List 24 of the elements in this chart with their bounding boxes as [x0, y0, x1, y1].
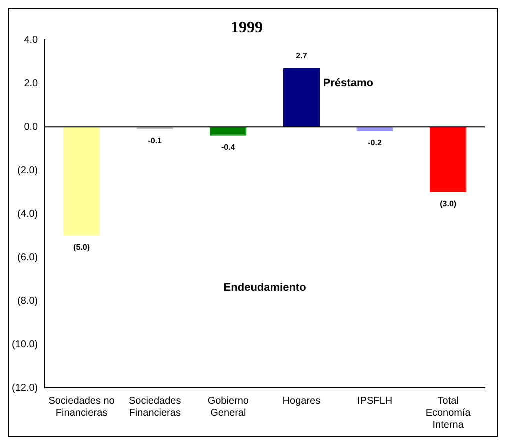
y-tick-label: (10.0)	[12, 339, 38, 350]
annotation: Préstamo	[323, 78, 374, 90]
y-tick-label: (6.0)	[18, 252, 38, 264]
y-tick-label: (2.0)	[18, 165, 38, 176]
annotation: Endeudamiento	[224, 282, 307, 294]
data-label: (3.0)	[440, 200, 457, 209]
x-tick-label: IPSFLH	[358, 396, 393, 407]
data-label: 2.7	[296, 52, 308, 61]
y-tick-label: (8.0)	[18, 296, 38, 307]
data-label: -0.1	[148, 136, 163, 146]
x-tick-label: Sociedades Financieras	[128, 396, 182, 419]
y-tick-label: (4.0)	[18, 208, 38, 220]
y-tick-label: 2.0	[24, 78, 39, 90]
x-tick-label: Total Economía Interna	[426, 396, 472, 431]
y-tick-label: 0.0	[24, 122, 39, 133]
y-tick-label: 4.0	[24, 34, 39, 46]
x-tick-label: Sociedades no Financieras	[48, 396, 116, 419]
y-tick-label: (12.0)	[12, 382, 38, 394]
x-tick-label: Hogares	[282, 396, 321, 407]
data-label: -0.2	[368, 138, 382, 148]
chart-title: 1999	[231, 20, 263, 37]
data-label: (5.0)	[74, 243, 90, 252]
data-label: -0.4	[222, 143, 236, 152]
x-tick-label: Gobierno General	[208, 396, 250, 419]
